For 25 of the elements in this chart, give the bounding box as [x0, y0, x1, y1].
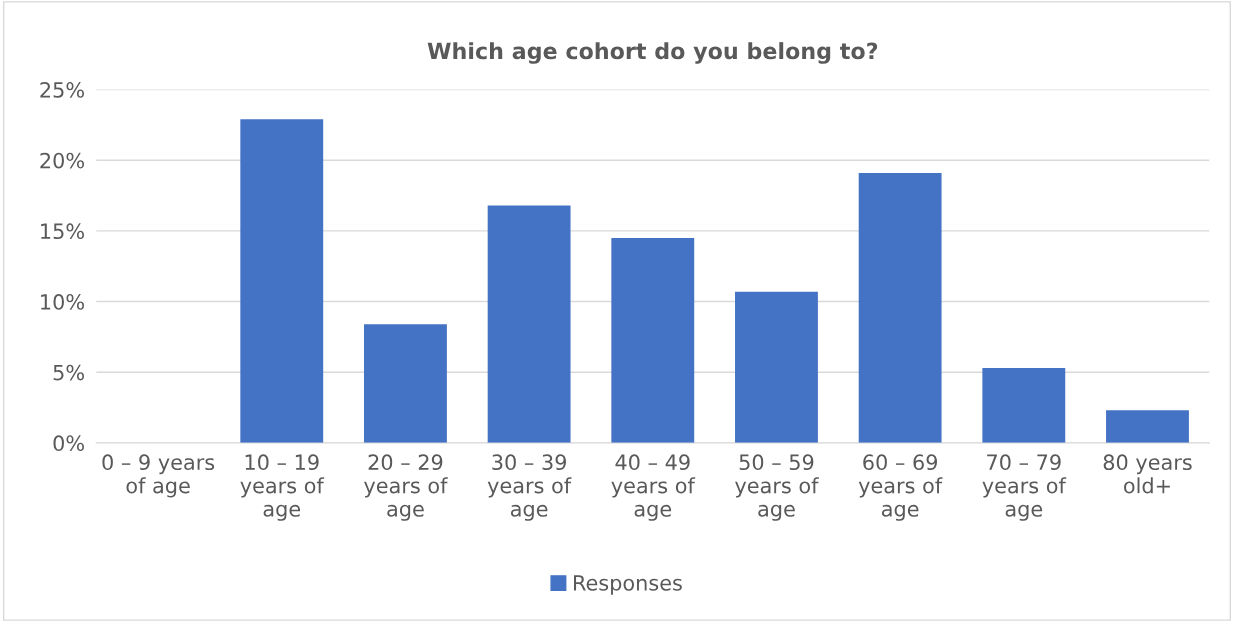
- legend-label: Responses: [574, 575, 682, 595]
- bar: [735, 291, 818, 443]
- y-tick-label: 15%: [41, 223, 84, 240]
- bar: [982, 367, 1066, 443]
- bar: [611, 237, 695, 443]
- y-tick-label: 20%: [40, 152, 84, 169]
- bar: [858, 172, 942, 443]
- x-tick-label: 30 – 39 years of age: [487, 454, 572, 521]
- bar: [487, 205, 571, 443]
- x-tick-label: 40 – 49 years of age: [611, 454, 696, 521]
- bar: [364, 324, 447, 443]
- y-tick-label: 10%: [41, 294, 84, 310]
- x-tick-label: 60 – 69 years of age: [858, 454, 943, 521]
- y-tick-label: 25%: [40, 82, 84, 98]
- x-tick-label: 50 – 59 years of age: [735, 454, 819, 521]
- x-tick-label: 70 – 79 years of age: [982, 454, 1067, 521]
- y-tick-label: 0%: [53, 435, 84, 452]
- bar: [1106, 410, 1189, 443]
- x-tick-label: 10 – 19 years of age: [240, 454, 325, 521]
- y-tick-label: 5%: [53, 364, 84, 381]
- bar: [240, 119, 324, 443]
- chart-title: Which age cohort do you belong to?: [427, 42, 878, 64]
- x-tick-label: 20 – 29 years of age: [364, 454, 448, 521]
- x-tick-label: 80 years old+: [1103, 454, 1192, 494]
- x-tick-label: 0 – 9 years of age: [102, 454, 215, 498]
